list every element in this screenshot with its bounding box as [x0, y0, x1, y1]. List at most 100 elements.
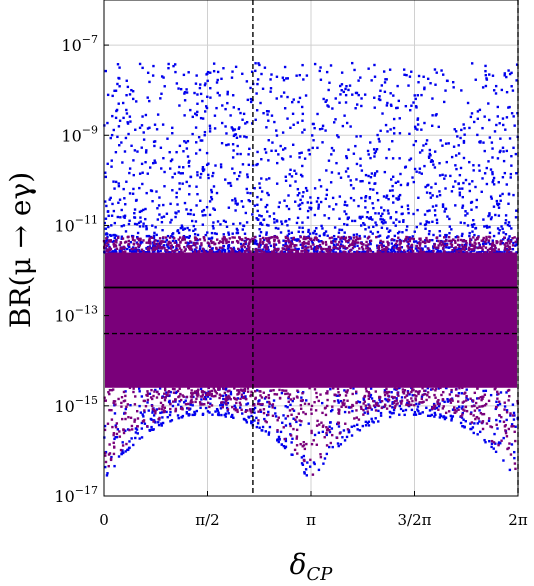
data-point-purple — [243, 387, 247, 391]
data-point-blue — [412, 240, 416, 243]
data-point-blue — [287, 396, 290, 400]
data-point-blue — [390, 178, 393, 181]
data-point-purple — [496, 397, 499, 400]
data-point-blue — [345, 121, 349, 125]
data-point-blue — [487, 419, 491, 423]
data-point-purple — [355, 390, 358, 393]
data-point-blue — [408, 393, 411, 396]
data-point-blue — [433, 415, 436, 418]
data-point-blue — [208, 237, 211, 241]
data-point-blue — [444, 89, 447, 92]
data-point-blue — [338, 101, 341, 104]
data-point-blue — [253, 239, 257, 242]
data-point-blue — [222, 245, 225, 248]
data-point-purple — [328, 236, 332, 240]
data-point-blue — [373, 151, 376, 155]
data-point-blue — [408, 75, 412, 78]
data-point-blue — [113, 464, 116, 468]
data-point-blue — [222, 248, 225, 251]
data-point-blue — [185, 88, 188, 91]
data-point-blue — [175, 82, 179, 85]
data-point-purple — [312, 238, 316, 242]
data-point-blue — [329, 421, 332, 424]
data-point-blue — [130, 437, 133, 440]
data-point-purple — [414, 399, 418, 402]
data-point-blue — [366, 421, 369, 425]
data-point-blue — [481, 86, 485, 89]
data-point-purple — [189, 395, 193, 398]
data-point-blue — [227, 182, 230, 185]
data-point-blue — [489, 393, 493, 397]
data-point-purple — [403, 396, 407, 399]
data-point-blue — [245, 247, 249, 251]
data-point-purple — [283, 437, 286, 441]
data-point-blue — [297, 204, 300, 207]
data-point-purple — [183, 249, 186, 253]
data-point-blue — [268, 236, 271, 240]
data-point-blue — [263, 238, 266, 242]
data-point-blue — [283, 65, 287, 69]
data-point-blue — [505, 391, 508, 394]
data-point-blue — [515, 63, 519, 66]
data-point-purple — [454, 388, 458, 391]
data-point-blue — [321, 127, 324, 130]
data-point-blue — [242, 224, 245, 227]
data-point-blue — [199, 83, 202, 86]
data-point-blue — [306, 201, 309, 204]
data-point-purple — [456, 243, 460, 247]
data-point-blue — [271, 141, 274, 144]
data-point-purple — [198, 249, 201, 253]
data-point-blue — [236, 229, 239, 232]
data-point-blue — [175, 191, 178, 195]
data-point-blue — [328, 81, 331, 84]
data-point-blue — [183, 91, 187, 94]
data-point-purple — [479, 411, 483, 415]
data-point-blue — [138, 225, 142, 228]
data-point-purple — [454, 241, 457, 244]
data-point-blue — [324, 197, 328, 201]
data-point-blue — [344, 247, 347, 250]
data-point-blue — [236, 203, 239, 206]
data-point-blue — [485, 251, 489, 254]
data-point-blue — [266, 113, 269, 116]
data-point-purple — [114, 239, 118, 242]
data-point-purple — [492, 441, 496, 444]
data-point-purple — [259, 390, 262, 393]
data-point-purple — [289, 434, 293, 437]
data-point-purple — [237, 389, 240, 392]
data-point-blue — [128, 171, 131, 175]
data-point-blue — [260, 190, 264, 193]
data-point-blue — [282, 79, 286, 82]
data-point-blue — [280, 95, 283, 98]
data-point-blue — [125, 94, 128, 97]
data-point-purple — [330, 240, 333, 243]
data-point-blue — [510, 443, 514, 446]
data-point-blue — [471, 426, 475, 429]
data-point-blue — [133, 216, 136, 219]
data-point-blue — [259, 230, 263, 234]
data-point-blue — [515, 79, 518, 82]
data-point-purple — [202, 397, 206, 401]
data-point-blue — [224, 107, 227, 111]
data-point-blue — [364, 420, 367, 424]
data-point-blue — [105, 474, 109, 477]
data-point-blue — [137, 387, 141, 390]
data-point-blue — [461, 195, 464, 199]
data-point-blue — [213, 251, 217, 254]
data-point-blue — [199, 172, 203, 176]
data-point-blue — [226, 101, 229, 105]
data-point-purple — [425, 236, 428, 240]
data-point-blue — [150, 425, 153, 429]
data-point-purple — [249, 238, 252, 241]
data-point-blue — [443, 417, 447, 421]
data-point-purple — [305, 242, 308, 245]
data-point-blue — [225, 132, 228, 135]
data-point-purple — [284, 239, 287, 243]
data-point-blue — [429, 82, 432, 85]
data-point-blue — [512, 241, 515, 245]
data-point-blue — [125, 180, 128, 183]
data-point-blue — [383, 81, 387, 84]
data-point-purple — [437, 244, 440, 247]
data-point-purple — [436, 402, 440, 406]
data-point-blue — [461, 245, 464, 248]
